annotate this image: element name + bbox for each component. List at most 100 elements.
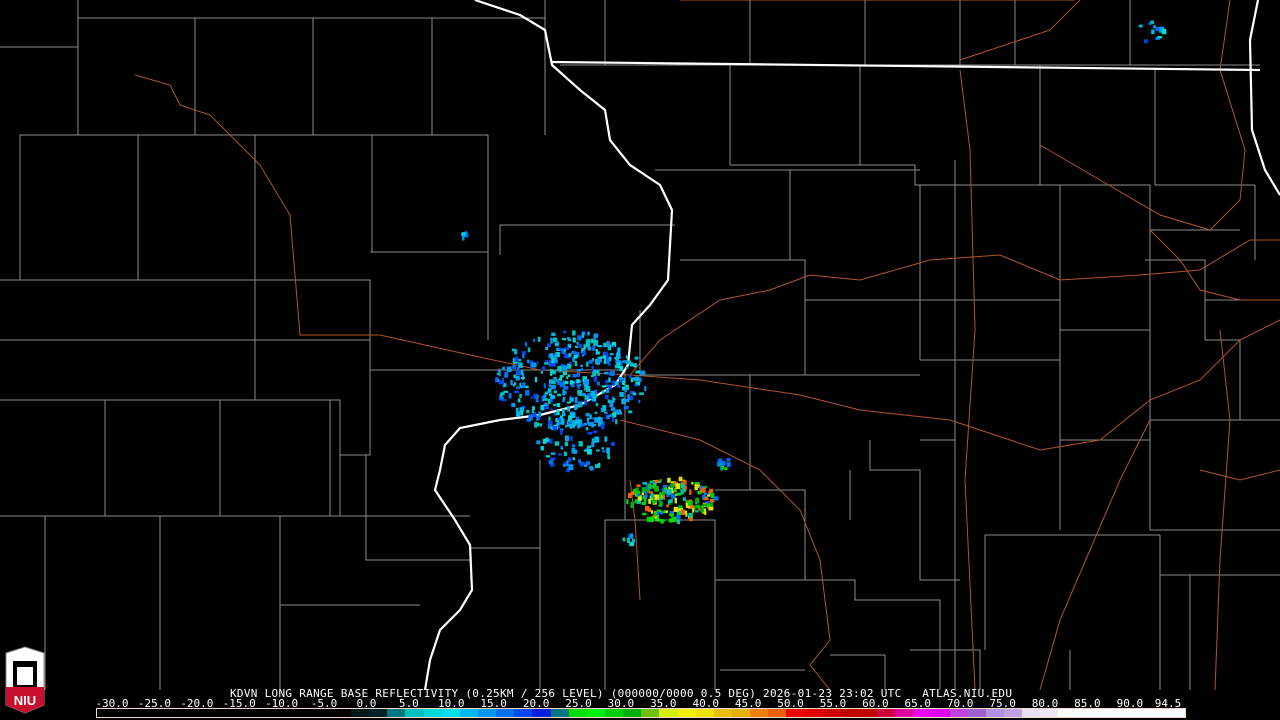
echo <box>652 501 656 504</box>
echo <box>520 409 524 416</box>
echo <box>584 399 588 406</box>
echo <box>552 380 556 385</box>
echo <box>568 415 573 421</box>
echo <box>635 381 641 386</box>
echo <box>634 383 639 387</box>
echo <box>571 448 576 454</box>
echo <box>584 464 588 467</box>
color-bin <box>1149 709 1168 717</box>
echo <box>679 488 684 492</box>
echo <box>550 452 556 456</box>
echo <box>498 370 501 377</box>
echo <box>526 419 531 422</box>
echo <box>597 356 602 363</box>
echo <box>607 399 611 404</box>
echo <box>574 419 579 425</box>
echo <box>498 380 503 385</box>
echo <box>594 411 598 414</box>
echo <box>564 436 570 441</box>
echo <box>547 343 552 347</box>
echo <box>669 510 674 515</box>
echo <box>674 497 677 504</box>
echo <box>592 358 595 362</box>
echo <box>701 505 705 509</box>
echo <box>603 342 608 348</box>
color-bin <box>931 709 950 717</box>
echo <box>583 385 588 391</box>
echo <box>663 510 666 514</box>
echo <box>652 515 656 518</box>
echo <box>585 339 589 344</box>
echo <box>550 337 553 344</box>
color-bin <box>169 709 188 717</box>
color-bin <box>731 709 751 717</box>
color-bin <box>1040 709 1059 717</box>
color-bin <box>840 709 859 717</box>
echo <box>600 417 603 423</box>
echo <box>597 345 602 348</box>
echo <box>591 438 596 444</box>
echo <box>662 484 668 488</box>
echo <box>556 425 560 429</box>
echo <box>618 378 624 383</box>
echo <box>621 386 626 391</box>
echo <box>511 403 516 407</box>
echo <box>536 361 539 364</box>
echo <box>721 460 726 466</box>
echo <box>670 493 676 499</box>
echo <box>581 367 584 372</box>
echo <box>631 491 635 496</box>
echo <box>689 517 694 522</box>
echo <box>589 466 593 470</box>
echo <box>563 464 566 467</box>
echo <box>513 374 516 379</box>
echo <box>544 391 549 395</box>
echo <box>644 495 648 498</box>
echo <box>695 510 699 513</box>
echo <box>569 380 574 386</box>
echo <box>515 407 519 412</box>
legend-tick: -15.0 <box>222 697 256 710</box>
echo <box>570 412 576 419</box>
echo <box>693 505 696 511</box>
echo <box>713 496 719 501</box>
echo <box>568 464 574 471</box>
echo <box>596 381 600 386</box>
echo <box>689 489 692 495</box>
echo <box>515 375 520 381</box>
echo <box>571 350 576 355</box>
echo <box>591 421 594 428</box>
echo <box>525 385 529 389</box>
color-bin <box>387 709 406 717</box>
echo <box>682 497 686 501</box>
echo <box>1150 20 1154 25</box>
echo <box>1155 26 1160 31</box>
echo <box>532 338 536 342</box>
echo <box>573 354 578 359</box>
echo <box>673 506 679 512</box>
echo <box>677 512 682 515</box>
color-bin <box>1004 709 1023 717</box>
echo <box>703 497 709 501</box>
echo <box>636 484 641 488</box>
legend-tick: 5.0 <box>398 697 419 710</box>
echo <box>502 391 505 396</box>
echo <box>536 440 541 445</box>
legend-tick: 60.0 <box>862 697 889 710</box>
echo <box>563 330 567 334</box>
color-bin <box>568 709 587 717</box>
echo <box>557 365 563 372</box>
echo <box>635 487 639 493</box>
echo <box>550 397 554 402</box>
echo <box>543 383 546 389</box>
echo <box>595 349 599 355</box>
legend-tick: 35.0 <box>650 697 677 710</box>
color-bin <box>695 709 714 717</box>
echo <box>548 359 553 364</box>
county-boundaries <box>0 0 1280 690</box>
echo <box>642 512 647 516</box>
echo <box>614 356 617 360</box>
echo <box>661 488 665 493</box>
echo <box>537 336 541 342</box>
echo <box>462 235 465 241</box>
